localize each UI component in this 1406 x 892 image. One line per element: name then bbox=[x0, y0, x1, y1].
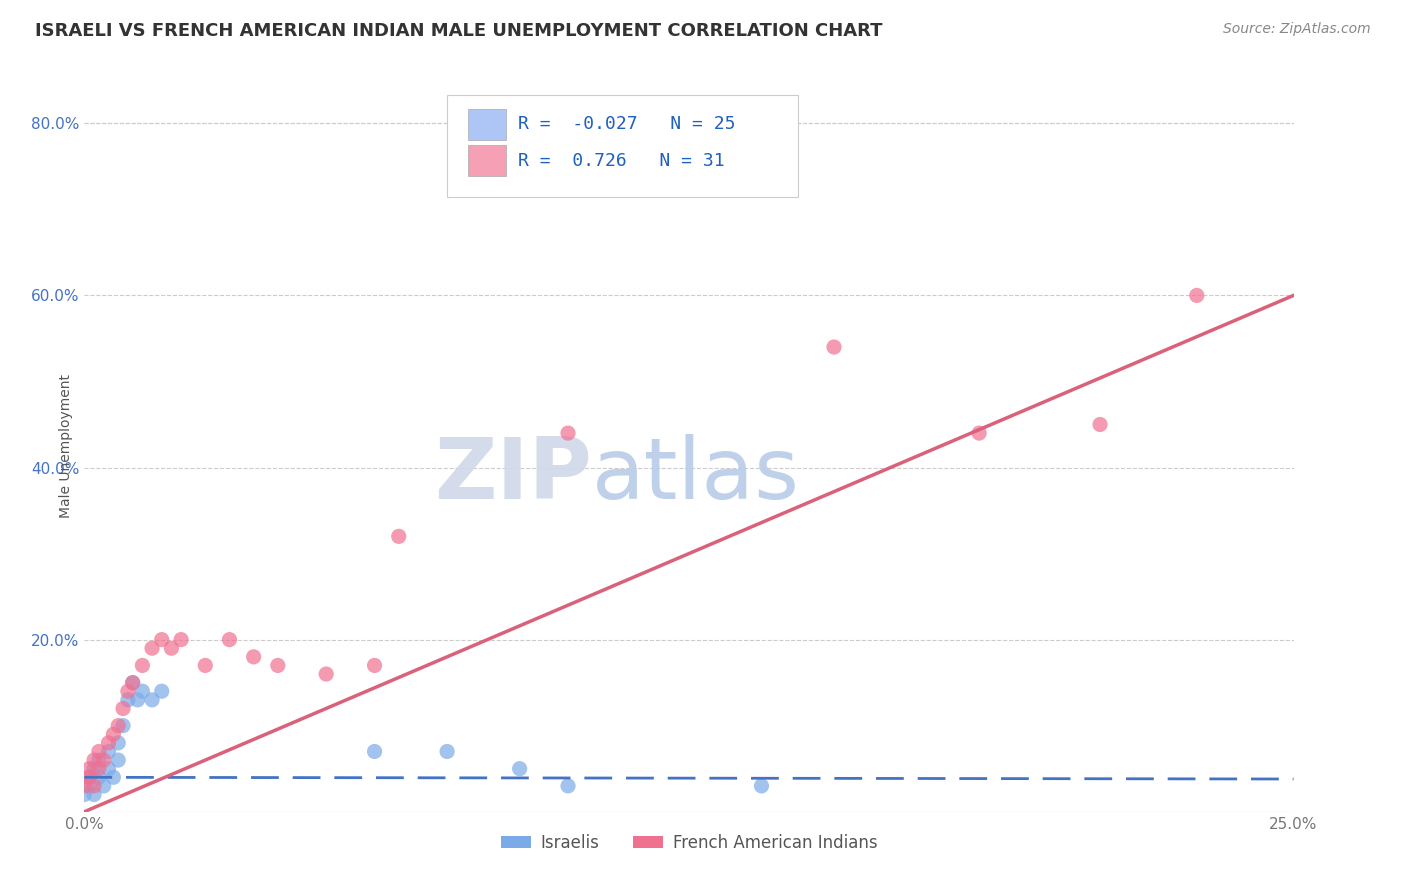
Point bbox=[107, 736, 129, 750]
Point bbox=[121, 675, 143, 690]
Text: ZIP: ZIP bbox=[434, 434, 592, 516]
Point bbox=[150, 684, 173, 698]
Point bbox=[73, 779, 96, 793]
Point bbox=[77, 770, 100, 784]
Point bbox=[112, 719, 135, 733]
Point bbox=[141, 641, 163, 656]
Point bbox=[87, 744, 110, 758]
FancyBboxPatch shape bbox=[468, 109, 506, 139]
Point bbox=[93, 753, 115, 767]
Point bbox=[267, 658, 290, 673]
Point bbox=[107, 753, 129, 767]
Text: R =  0.726   N = 31: R = 0.726 N = 31 bbox=[519, 152, 725, 169]
Point bbox=[103, 727, 125, 741]
Point bbox=[131, 684, 153, 698]
Point bbox=[242, 649, 264, 664]
Point bbox=[97, 762, 120, 776]
Point bbox=[87, 770, 110, 784]
Point bbox=[1185, 288, 1208, 302]
Point bbox=[509, 762, 531, 776]
Point bbox=[218, 632, 240, 647]
Point bbox=[315, 667, 337, 681]
Point bbox=[160, 641, 183, 656]
Point bbox=[557, 779, 579, 793]
Point bbox=[363, 658, 385, 673]
Point bbox=[1088, 417, 1111, 432]
Point bbox=[83, 779, 105, 793]
Point bbox=[121, 675, 143, 690]
Point bbox=[117, 684, 139, 698]
Point bbox=[823, 340, 845, 354]
Point bbox=[436, 744, 458, 758]
Point bbox=[77, 779, 100, 793]
Point bbox=[97, 744, 120, 758]
Legend: Israelis, French American Indians: Israelis, French American Indians bbox=[494, 827, 884, 858]
Point bbox=[117, 693, 139, 707]
Text: Source: ZipAtlas.com: Source: ZipAtlas.com bbox=[1223, 22, 1371, 37]
Y-axis label: Male Unemployment: Male Unemployment bbox=[59, 374, 73, 518]
FancyBboxPatch shape bbox=[447, 95, 797, 197]
Point bbox=[194, 658, 217, 673]
Point bbox=[87, 762, 110, 776]
Text: atlas: atlas bbox=[592, 434, 800, 516]
Point bbox=[83, 753, 105, 767]
Point bbox=[141, 693, 163, 707]
Point bbox=[150, 632, 173, 647]
Text: ISRAELI VS FRENCH AMERICAN INDIAN MALE UNEMPLOYMENT CORRELATION CHART: ISRAELI VS FRENCH AMERICAN INDIAN MALE U… bbox=[35, 22, 883, 40]
Text: R =  -0.027   N = 25: R = -0.027 N = 25 bbox=[519, 115, 735, 133]
Point bbox=[107, 719, 129, 733]
Point bbox=[83, 788, 105, 802]
Point bbox=[557, 426, 579, 441]
Point bbox=[87, 753, 110, 767]
Point bbox=[73, 788, 96, 802]
Point bbox=[363, 744, 385, 758]
Point bbox=[112, 701, 135, 715]
Point bbox=[93, 779, 115, 793]
Point bbox=[388, 529, 411, 543]
Point bbox=[97, 736, 120, 750]
Point bbox=[127, 693, 149, 707]
Point bbox=[170, 632, 193, 647]
Point bbox=[131, 658, 153, 673]
Point bbox=[77, 762, 100, 776]
FancyBboxPatch shape bbox=[468, 145, 506, 176]
Point bbox=[967, 426, 990, 441]
Point bbox=[83, 762, 105, 776]
Point bbox=[103, 770, 125, 784]
Point bbox=[77, 770, 100, 784]
Point bbox=[751, 779, 773, 793]
